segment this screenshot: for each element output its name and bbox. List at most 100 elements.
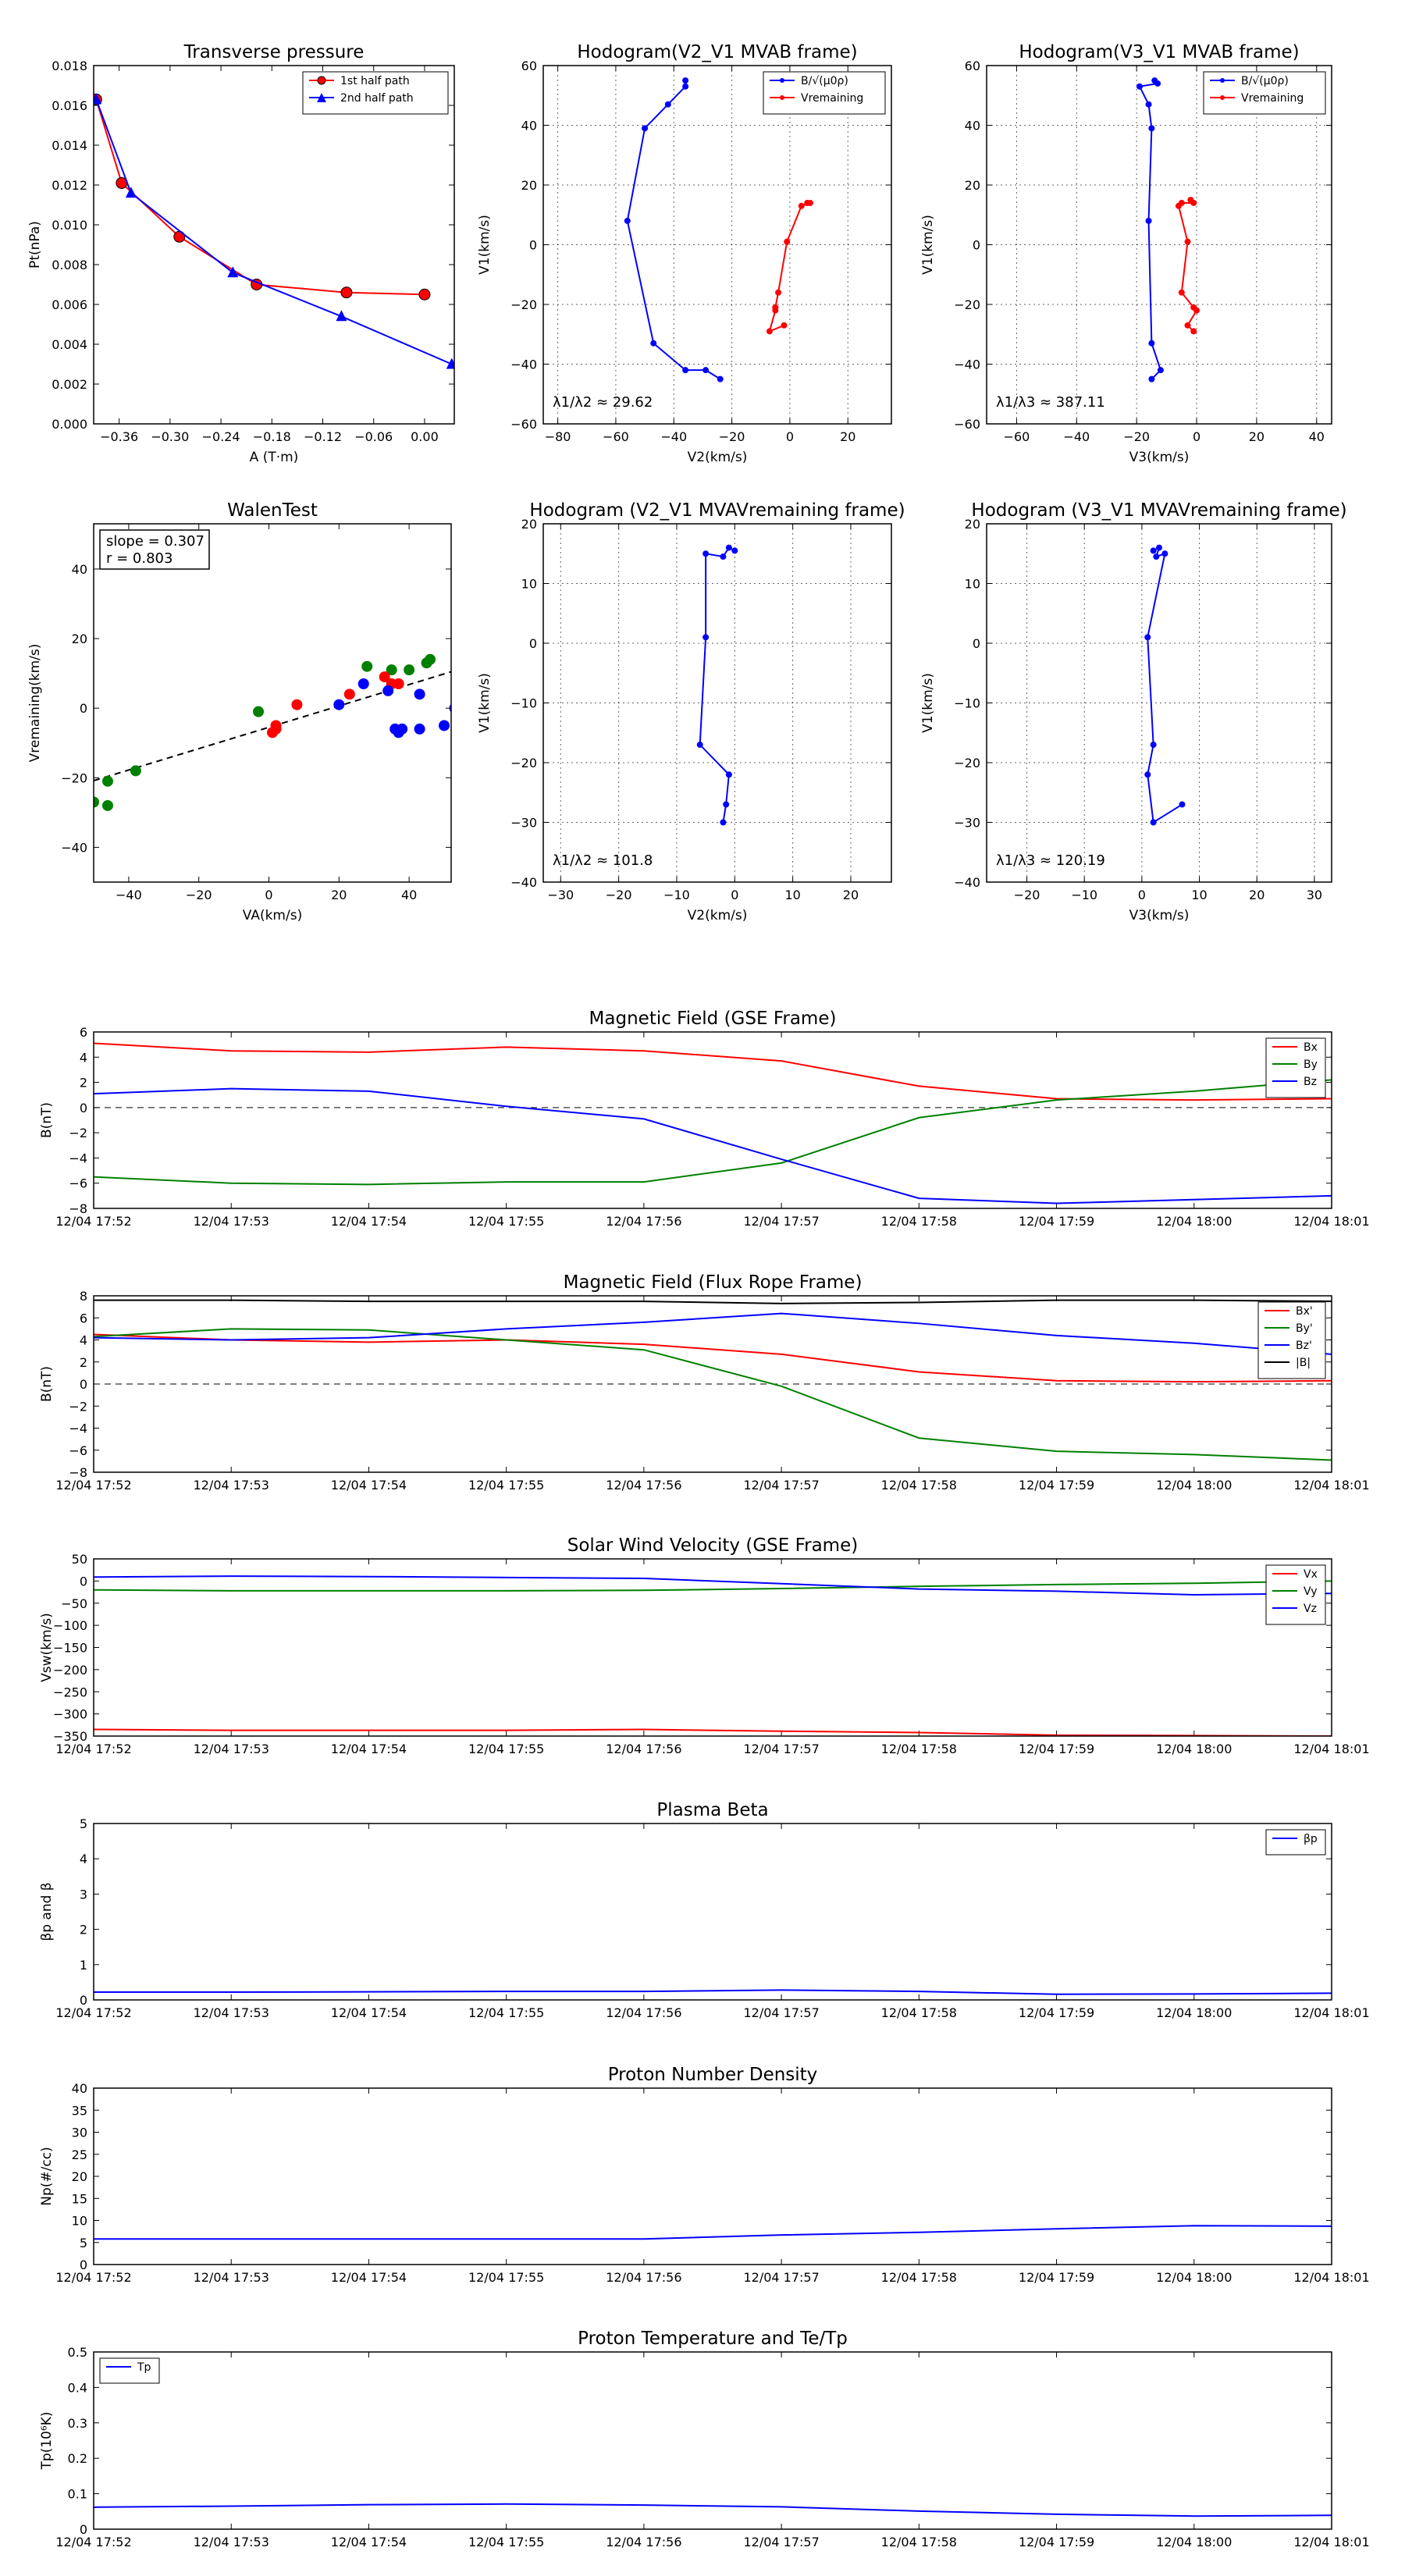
x-axis-label: V2(km/s) xyxy=(688,908,748,923)
plot-area xyxy=(94,2503,1332,2517)
series-line-1 xyxy=(95,99,453,365)
y-tick-label: 10 xyxy=(521,577,537,592)
scatter-point xyxy=(397,723,408,735)
plot-frame xyxy=(93,1295,1332,1473)
y-tick-label: 6 xyxy=(80,1311,87,1325)
data-point xyxy=(702,367,710,374)
y-tick-label: 0.018 xyxy=(52,59,87,73)
x-tick-label: 12/04 17:59 xyxy=(1019,2005,1094,2020)
y-tick-label: 0 xyxy=(973,238,980,253)
y-axis-label: Tp(10⁶K) xyxy=(39,2411,55,2470)
scatter-point xyxy=(414,688,425,700)
legend-solar_wind_velocity-legend-box xyxy=(1265,1564,1326,1625)
x-tick-label: 12/04 17:54 xyxy=(331,2005,407,2020)
y-tick-label: −20 xyxy=(954,297,980,312)
data-point xyxy=(806,199,813,206)
y-tick-label: 15 xyxy=(72,2191,87,2206)
x-tick-label: 12/04 17:58 xyxy=(881,1214,957,1229)
data-point xyxy=(781,322,788,329)
y-tick-label: 5 xyxy=(80,2236,87,2250)
x-tick-label: 10 xyxy=(1191,888,1207,902)
data-point xyxy=(418,288,431,301)
scatter-point xyxy=(101,799,113,811)
plot-frame xyxy=(93,65,455,425)
x-tick-label: 12/04 17:54 xyxy=(331,1214,407,1229)
legend-mag_field_fluxrope-legend-label-1: By' xyxy=(1296,1322,1313,1335)
chart-title: Plasma Beta xyxy=(656,1800,768,1820)
data-point xyxy=(340,286,353,299)
y-tick-label: 0.014 xyxy=(52,138,87,153)
y-tick-label: 60 xyxy=(965,59,980,73)
x-tick-label: −20 xyxy=(606,888,632,902)
scatter-point xyxy=(414,723,425,735)
fit-stats-line: slope = 0.307 xyxy=(106,533,205,550)
y-tick-label: 0.004 xyxy=(52,337,87,352)
x-axis-label: V3(km/s) xyxy=(1129,450,1190,465)
scatter-point xyxy=(393,678,404,689)
y-tick-label: 8 xyxy=(80,1289,87,1304)
x-tick-label: 12/04 18:01 xyxy=(1293,1742,1369,1756)
series-line-0 xyxy=(1138,80,1162,380)
data-point xyxy=(798,202,805,209)
data-point xyxy=(1157,367,1164,374)
x-tick-label: 12/04 18:01 xyxy=(1293,1214,1369,1229)
legend-mag_field_gse-legend-box xyxy=(1265,1037,1326,1098)
chart-mag_field_gse: 12/04 17:52 12/04 17:53 12/04 17:54 12/04 1… xyxy=(39,1009,1370,1229)
y-tick-label: 2 xyxy=(80,1355,87,1370)
plot-frame xyxy=(93,1823,1332,2001)
x-tick-label: −60 xyxy=(1004,429,1030,444)
y-tick-label: 0 xyxy=(80,1101,87,1115)
y-tick-label: −8 xyxy=(69,1201,87,1216)
data-point xyxy=(775,289,782,296)
legend-plasma_beta-legend-label-0: βp xyxy=(1304,1833,1318,1845)
x-tick-label: 12/04 17:53 xyxy=(194,1214,269,1229)
y-tick-label: 6 xyxy=(80,1025,87,1040)
y-tick-label: 40 xyxy=(72,2081,87,2096)
y-tick-label: −4 xyxy=(69,1151,87,1165)
x-tick-label: 40 xyxy=(401,888,417,902)
x-tick-label: 12/04 17:58 xyxy=(881,2535,957,2549)
y-tick-label: 4 xyxy=(80,1852,87,1866)
x-tick-label: −30 xyxy=(547,888,574,902)
x-tick-label: 12/04 18:00 xyxy=(1156,1478,1232,1493)
x-tick-label: −20 xyxy=(1123,429,1150,444)
x-tick-label: 12/04 17:54 xyxy=(331,1478,407,1493)
scatter-point xyxy=(291,699,303,710)
y-tick-label: −10 xyxy=(954,696,980,711)
y-tick-label: −40 xyxy=(510,358,537,372)
x-tick-label: 12/04 17:52 xyxy=(55,1478,131,1493)
legend-mag_field_gse-legend-label-0: Bx xyxy=(1304,1041,1318,1054)
plot-frame xyxy=(542,65,892,425)
legend-solar_wind_velocity-legend-label-0: Vx xyxy=(1304,1568,1318,1581)
y-axis-label: Vsw(km/s) xyxy=(39,1613,55,1682)
chart-title: Magnetic Field (Flux Rope Frame) xyxy=(564,1272,863,1293)
series-line-0 xyxy=(94,1333,1332,1383)
data-point xyxy=(1145,217,1152,224)
x-tick-label: 0 xyxy=(786,429,794,444)
legend-hodogram_v3v1_mvab-legend-label-0: B/√(μ0ρ) xyxy=(1241,75,1289,87)
data-point xyxy=(1156,544,1162,551)
data-point xyxy=(1161,550,1168,557)
y-tick-label: 10 xyxy=(965,577,980,592)
chart-transverse_pressure: −0.36 −0.30 −0.24 −0.18 −0.12 −0.06 0.00 0.000 0… xyxy=(27,42,455,465)
x-tick-label: 12/04 17:53 xyxy=(194,1742,269,1756)
data-point xyxy=(1148,375,1155,382)
data-point xyxy=(1144,634,1151,641)
legend-proton_temperature-legend-box xyxy=(99,2357,160,2384)
plot-area xyxy=(696,544,738,826)
y-tick-label: 0 xyxy=(80,1377,87,1392)
y-tick-label: 30 xyxy=(72,2126,87,2140)
x-tick-label: 12/04 17:55 xyxy=(468,2005,544,2020)
x-tick-label: 20 xyxy=(840,429,855,444)
plot-area xyxy=(1136,77,1200,382)
legend-transverse_pressure-legend-box xyxy=(302,71,449,115)
x-tick-label: −10 xyxy=(663,888,690,902)
y-tick-label: −6 xyxy=(69,1176,87,1191)
x-tick-label: 12/04 17:52 xyxy=(55,1214,131,1229)
y-tick-label: 20 xyxy=(965,517,980,532)
x-tick-label: 12/04 17:54 xyxy=(331,2535,407,2549)
y-axis-label: V1(km/s) xyxy=(920,215,936,275)
data-point xyxy=(682,367,689,374)
y-tick-label: 0.000 xyxy=(52,417,87,432)
legend-hodogram_v2v1_mvab-legend-label-0: B/√(μ0ρ) xyxy=(801,75,848,87)
